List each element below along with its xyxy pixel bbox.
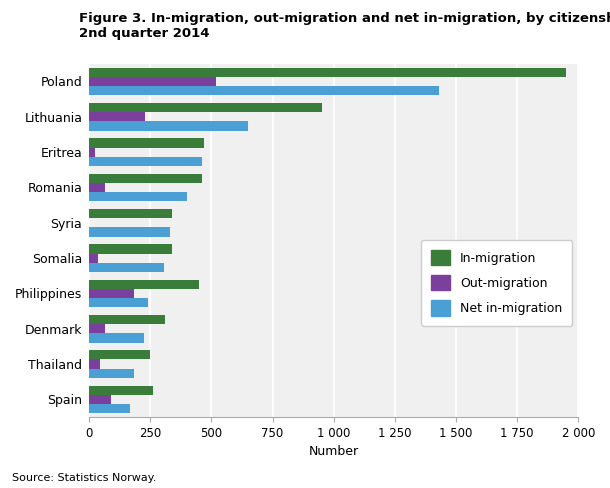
Bar — [89, 192, 187, 201]
Bar — [89, 263, 163, 272]
Bar — [89, 103, 321, 112]
Bar — [89, 138, 204, 147]
Bar — [89, 395, 111, 404]
Bar — [89, 147, 95, 157]
Bar — [89, 122, 248, 131]
Bar — [89, 86, 439, 95]
Bar — [89, 209, 173, 218]
Bar — [89, 227, 170, 237]
Bar — [89, 333, 144, 343]
Bar — [89, 183, 105, 192]
Bar — [89, 77, 217, 86]
Bar — [89, 404, 129, 413]
Text: 2nd quarter 2014: 2nd quarter 2014 — [79, 27, 210, 40]
Bar — [89, 350, 150, 360]
Bar — [89, 289, 134, 298]
Bar — [89, 324, 105, 333]
Bar — [89, 315, 165, 324]
X-axis label: Number: Number — [309, 446, 359, 458]
Bar — [89, 174, 202, 183]
Bar — [89, 386, 152, 395]
Bar — [89, 280, 199, 289]
Bar — [89, 368, 134, 378]
Legend: In-migration, Out-migration, Net in-migration: In-migration, Out-migration, Net in-migr… — [421, 240, 572, 325]
Bar — [89, 157, 202, 166]
Bar — [89, 298, 148, 307]
Text: Figure 3. In-migration, out-migration and net in-migration, by citizenship.: Figure 3. In-migration, out-migration an… — [79, 12, 610, 25]
Bar — [89, 360, 100, 368]
Text: Source: Statistics Norway.: Source: Statistics Norway. — [12, 473, 157, 483]
Bar — [89, 68, 566, 77]
Bar — [89, 253, 98, 263]
Bar — [89, 244, 173, 253]
Bar — [89, 112, 145, 122]
